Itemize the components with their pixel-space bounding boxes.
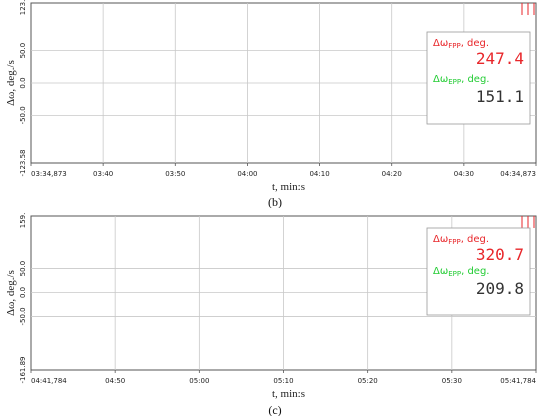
chart-panel-b: 123.58 50.0 0.0 -50.0 -123.58 03:34,873 03:40 0…	[0, 0, 537, 208]
x-tick-label: 03:34,873	[31, 170, 67, 178]
x-axis-label: t, min:s	[272, 388, 305, 400]
x-tick-label: 04:30	[454, 170, 474, 178]
readout-box-c	[426, 227, 531, 316]
x-tick-label: 05:00	[189, 377, 209, 385]
y-tick-label: 159.77	[19, 212, 27, 228]
x-tick-label: 04:10	[309, 170, 329, 178]
readout-box-b	[426, 31, 531, 125]
x-tick-label: 05:20	[358, 377, 378, 385]
readout-fpp-label: ΔωFPP, deg.	[433, 38, 489, 50]
x-axis-label: t, min:s	[272, 181, 305, 193]
x-tick-label: 04:00	[237, 170, 257, 178]
y-tick-label: -50.0	[19, 106, 27, 124]
x-tick-label: 03:40	[93, 170, 113, 178]
chart-c-svg: 159.77 50.0 0.0 -50.0 -161.89 04:41,784 04:50 0…	[0, 212, 537, 416]
readout-epp-label: ΔωEPP, deg.	[433, 74, 489, 86]
chart-b-svg: 123.58 50.0 0.0 -50.0 -123.58 03:34,873 03:40 0…	[0, 0, 537, 208]
readout-fpp-value: 247.4	[476, 49, 524, 68]
y-tick-label: -123.58	[19, 149, 27, 176]
x-tick-label: 04:50	[105, 377, 125, 385]
y-tick-label: 50.0	[19, 261, 27, 277]
y-axis-label: Δω, deg./s	[5, 270, 17, 316]
x-tick-label: 04:20	[382, 170, 402, 178]
y-axis-label: Δω, deg./s	[5, 60, 17, 106]
y-tick-label: 50.0	[19, 43, 27, 59]
panel-caption: (c)	[268, 403, 281, 416]
x-tick-label: 04:34,873	[500, 170, 536, 178]
readout-fpp-value: 320.7	[476, 245, 524, 264]
x-tick-label: 03:50	[165, 170, 185, 178]
readout-fpp-label: ΔωFPP, deg.	[433, 234, 489, 246]
y-tick-label: -161.89	[19, 356, 27, 383]
chart-panel-c: 159.77 50.0 0.0 -50.0 -161.89 04:41,784 04:50 0…	[0, 212, 550, 416]
x-tick-label: 04:41,784	[31, 377, 67, 385]
x-tick-label: 05:41,784	[500, 377, 536, 385]
x-tick-label: 05:30	[442, 377, 462, 385]
y-tick-label: 0.0	[19, 77, 27, 88]
readout-epp-label: ΔωEPP, deg.	[433, 266, 489, 278]
panel-caption: (b)	[268, 195, 282, 208]
readout-epp-value: 209.8	[476, 279, 524, 298]
x-tick-label: 05:10	[273, 377, 293, 385]
readout-epp-value: 151.1	[476, 87, 524, 106]
y-tick-label: -50.0	[19, 307, 27, 325]
y-tick-label: 0.0	[19, 287, 27, 298]
y-tick-label: 123.58	[19, 0, 27, 15]
